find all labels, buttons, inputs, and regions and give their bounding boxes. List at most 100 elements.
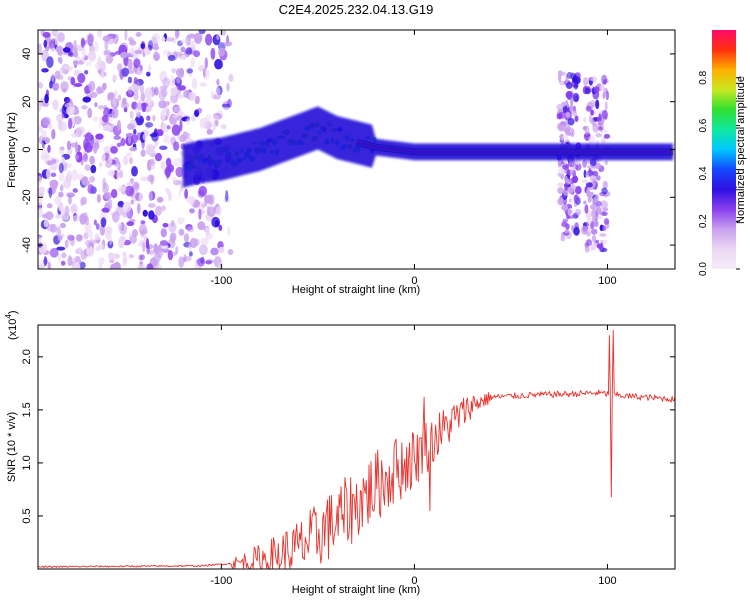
noise-blob xyxy=(146,115,151,121)
noise-blob xyxy=(142,209,148,217)
noise-blob xyxy=(60,81,69,92)
patch-blob xyxy=(585,171,590,178)
noise-blob xyxy=(142,133,148,141)
noise-blob xyxy=(94,102,98,108)
noise-blob xyxy=(87,107,93,119)
noise-blob xyxy=(38,82,44,89)
noise-blob xyxy=(66,192,76,198)
noise-blob xyxy=(199,82,208,87)
patch-blob xyxy=(601,211,608,216)
colorbar-tick-label: 0.4 xyxy=(698,166,709,180)
noise-blob xyxy=(49,166,57,171)
colorbar: 0.0 0.2 0.4 0.6 0.8 Normalized spectral ampl… xyxy=(698,30,747,276)
noise-blob xyxy=(43,39,48,48)
noise-blob xyxy=(70,77,76,86)
y-tick-label: 0.5 xyxy=(21,508,33,523)
y-tick-label: 1.5 xyxy=(21,402,33,417)
noise-blob xyxy=(176,94,185,99)
noise-blob xyxy=(89,229,93,240)
snr-scale-label: (x104) xyxy=(4,310,19,340)
patch-blob xyxy=(602,207,609,212)
patch-blob xyxy=(580,225,588,235)
noise-blob xyxy=(188,91,197,101)
noise-blob xyxy=(154,264,162,269)
x-tick-label: 100 xyxy=(598,275,616,287)
noise-blob xyxy=(112,74,117,82)
y-tick-label: -40 xyxy=(21,237,33,253)
noise-blob xyxy=(168,54,176,62)
noise-blob xyxy=(117,94,122,102)
patch-blob xyxy=(595,239,599,244)
patch-blob xyxy=(561,204,569,211)
patch-blob xyxy=(594,193,599,203)
noise-blob xyxy=(134,50,143,54)
noise-blob xyxy=(86,246,95,257)
noise-blob xyxy=(129,234,137,244)
noise-blob xyxy=(153,248,159,254)
noise-blob xyxy=(151,131,159,142)
noise-blob xyxy=(38,175,42,186)
noise-blob xyxy=(158,100,168,109)
noise-blob xyxy=(178,228,185,236)
noise-blob xyxy=(105,54,114,64)
noise-blob xyxy=(85,132,93,142)
snr-y-ticks: 0.5 1.0 1.5 2.0 xyxy=(21,349,675,524)
noise-blob xyxy=(44,153,50,160)
patch-blob xyxy=(600,242,604,252)
noise-blob xyxy=(104,192,113,200)
patch-blob xyxy=(586,239,593,247)
noise-blob xyxy=(125,132,134,139)
noise-blob xyxy=(137,99,143,104)
noise-blob xyxy=(49,247,59,258)
patch-blob xyxy=(601,74,608,85)
noise-blob xyxy=(83,232,89,240)
noise-blob xyxy=(112,211,120,223)
noise-blob xyxy=(71,265,75,269)
noise-blob xyxy=(120,137,126,147)
noise-blob xyxy=(42,31,51,38)
noise-blob xyxy=(71,169,78,181)
noise-blob xyxy=(117,186,127,193)
noise-blob xyxy=(130,177,134,184)
noise-blob xyxy=(126,152,133,157)
noise-blob xyxy=(227,248,234,256)
noise-blob xyxy=(174,51,183,57)
noise-blob xyxy=(46,203,53,209)
patch-blob xyxy=(584,204,589,214)
patch-blob xyxy=(602,180,608,190)
noise-blob xyxy=(173,157,182,167)
noise-blob xyxy=(87,184,94,194)
colorbar-label: Normalized spectral amplitude xyxy=(735,76,747,224)
ridge-band xyxy=(182,106,674,188)
y-tick-label: 0 xyxy=(21,146,33,152)
x-tick-label: -100 xyxy=(210,275,232,287)
patch-blob xyxy=(573,109,577,117)
noise-blob xyxy=(52,99,59,110)
noise-blob xyxy=(116,169,120,181)
colorbar-tick-label: 0.8 xyxy=(698,70,709,84)
noise-blob xyxy=(174,30,180,38)
noise-blob xyxy=(189,208,195,214)
patch-blob xyxy=(581,179,589,184)
patch-blob xyxy=(592,170,599,177)
noise-blob xyxy=(95,133,104,140)
y-tick-label: 20 xyxy=(21,96,33,108)
noise-blob xyxy=(159,240,169,246)
patch-blob xyxy=(601,239,608,245)
noise-blob xyxy=(197,221,206,231)
noise-blob xyxy=(183,233,190,243)
noise-blob xyxy=(102,35,111,43)
noise-blob xyxy=(82,96,91,103)
noise-blob xyxy=(57,253,62,263)
patch-blob xyxy=(587,195,592,203)
spectrogram-panel: -100 0 100 -40 -20 0 20 40 Height of straight … xyxy=(6,29,676,296)
noise-blob xyxy=(111,107,119,119)
x-tick-label: 0 xyxy=(411,575,417,587)
noise-blob xyxy=(57,235,63,241)
noise-blob xyxy=(114,90,118,97)
noise-blob xyxy=(84,70,89,75)
colorbar-tick-label: 0.0 xyxy=(698,262,709,276)
noise-blob xyxy=(38,236,43,244)
patch-blob xyxy=(570,98,574,107)
noise-blob xyxy=(67,234,75,241)
